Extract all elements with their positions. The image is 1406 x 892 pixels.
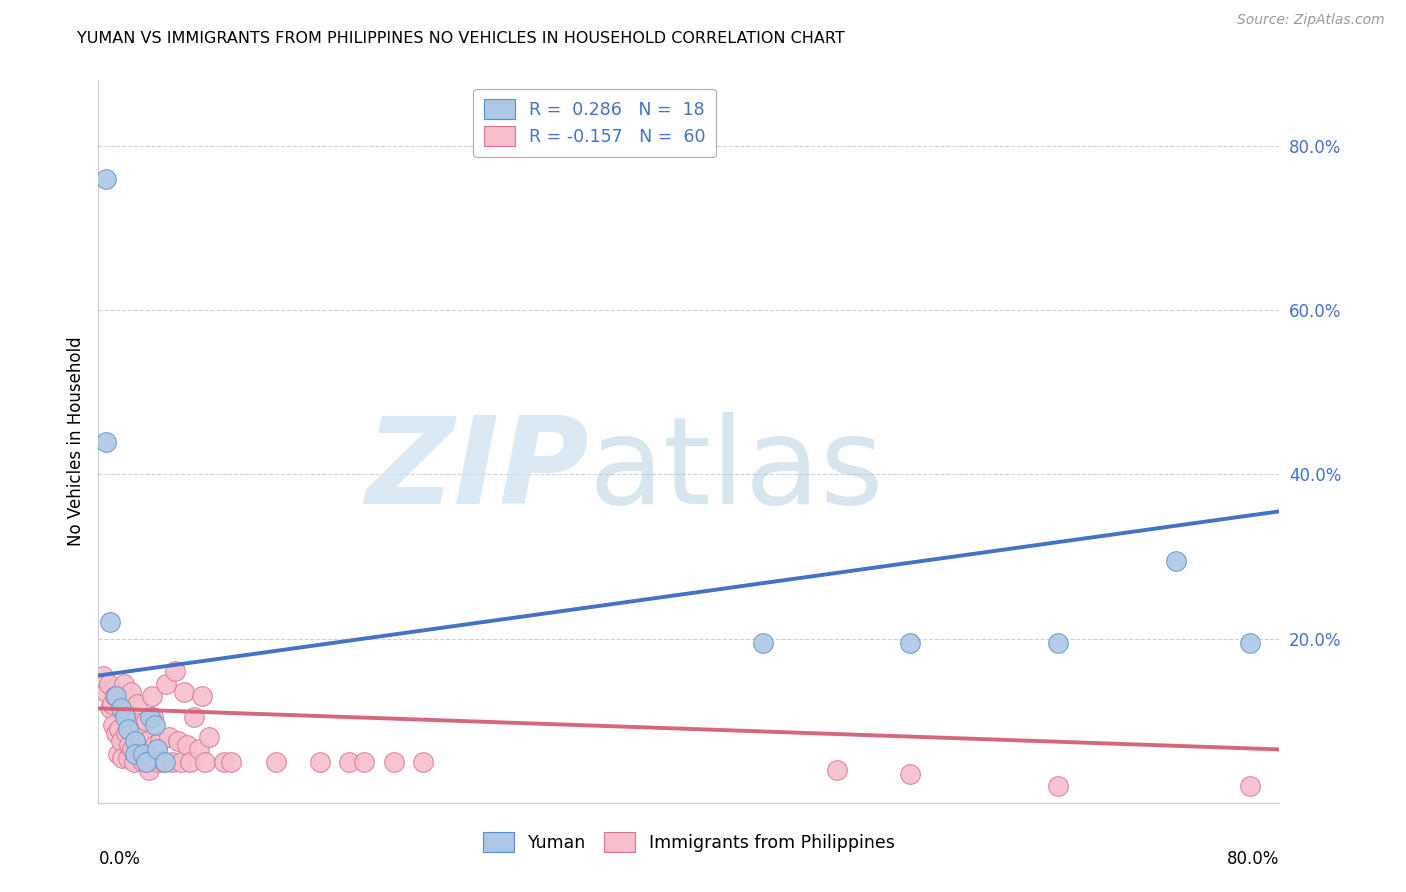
Point [132, 747, 155, 761]
Point [198, 730, 221, 744]
Point [108, 722, 131, 736]
Point [118, 739, 141, 753]
Point [143, 739, 166, 753]
Point [1166, 553, 1188, 567]
Point [105, 726, 128, 740]
Point [124, 747, 146, 761]
Point [94, 434, 117, 449]
Point [122, 755, 145, 769]
Point [138, 763, 160, 777]
Point [194, 755, 217, 769]
Point [149, 734, 172, 748]
Point [752, 636, 775, 650]
Point [382, 755, 405, 769]
Point [900, 767, 922, 781]
Point [173, 685, 195, 699]
Point [121, 742, 143, 756]
Point [94, 171, 117, 186]
Point [412, 755, 434, 769]
Point [111, 750, 134, 764]
Point [212, 755, 235, 769]
Point [142, 709, 165, 723]
Point [187, 742, 209, 756]
Point [162, 755, 183, 769]
Point [115, 726, 138, 740]
Point [146, 755, 169, 769]
Point [117, 750, 139, 764]
Point [183, 709, 205, 723]
Point [146, 742, 169, 756]
Point [157, 730, 180, 744]
Point [152, 755, 174, 769]
Point [136, 734, 159, 748]
Point [1239, 636, 1261, 650]
Point [825, 763, 848, 777]
Point [110, 701, 132, 715]
Point [114, 706, 136, 720]
Point [135, 714, 157, 728]
Point [176, 739, 198, 753]
Point [264, 755, 287, 769]
Point [191, 689, 214, 703]
Point [104, 689, 127, 703]
Point [127, 742, 149, 756]
Point [221, 755, 243, 769]
Y-axis label: No Vehicles in Household: No Vehicles in Household [66, 336, 84, 547]
Point [900, 636, 922, 650]
Point [120, 685, 142, 699]
Point [179, 755, 201, 769]
Point [94, 685, 117, 699]
Point [112, 677, 135, 691]
Text: atlas: atlas [589, 412, 884, 529]
Point [141, 689, 163, 703]
Point [107, 747, 129, 761]
Legend: Yuman, Immigrants from Philippines: Yuman, Immigrants from Philippines [477, 825, 901, 859]
Point [128, 718, 150, 732]
Point [1046, 636, 1070, 650]
Point [117, 722, 139, 736]
Point [153, 755, 176, 769]
Point [110, 734, 132, 748]
Text: 80.0%: 80.0% [1227, 850, 1279, 868]
Point [143, 718, 166, 732]
Point [170, 755, 193, 769]
Point [135, 755, 157, 769]
Point [309, 755, 332, 769]
Point [129, 730, 152, 744]
Point [155, 677, 177, 691]
Text: YUMAN VS IMMIGRANTS FROM PHILIPPINES NO VEHICLES IN HOUSEHOLD CORRELATION CHART: YUMAN VS IMMIGRANTS FROM PHILIPPINES NO … [77, 31, 845, 46]
Text: 0.0%: 0.0% [98, 850, 141, 868]
Point [100, 698, 122, 712]
Point [1239, 780, 1261, 794]
Point [98, 701, 121, 715]
Point [167, 734, 190, 748]
Text: Source: ZipAtlas.com: Source: ZipAtlas.com [1237, 13, 1385, 28]
Point [125, 698, 148, 712]
Point [91, 668, 114, 682]
Point [1046, 780, 1070, 794]
Point [353, 755, 375, 769]
Point [339, 755, 361, 769]
Point [165, 665, 187, 679]
Point [114, 709, 136, 723]
Point [139, 709, 162, 723]
Point [124, 734, 146, 748]
Point [103, 718, 125, 732]
Text: ZIP: ZIP [364, 412, 589, 529]
Point [132, 755, 155, 769]
Point [97, 677, 120, 691]
Point [98, 615, 121, 630]
Point [105, 689, 128, 703]
